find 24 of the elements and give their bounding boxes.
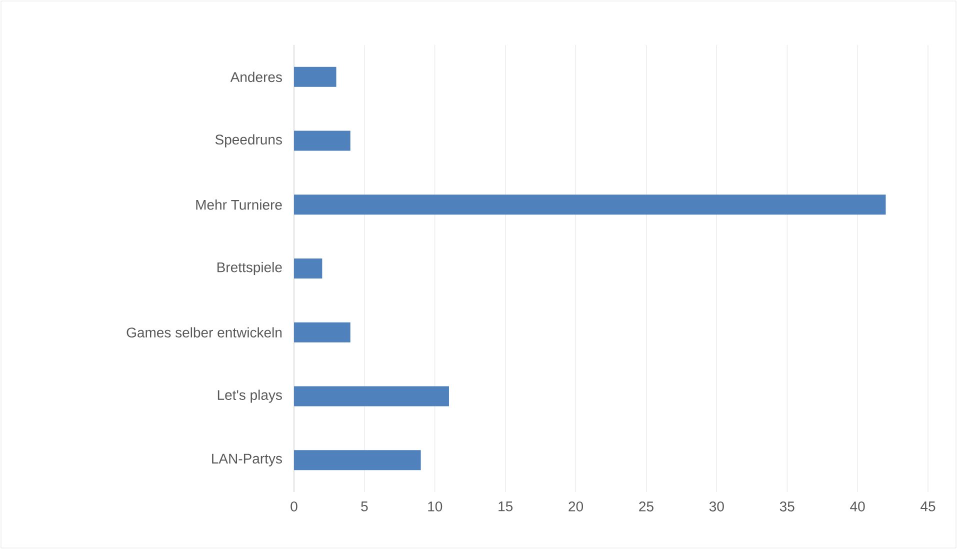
x-tick-label: 30 <box>709 502 724 512</box>
y-tick-label: LAN-Partys <box>212 454 282 466</box>
x-tick-label: 5 <box>361 502 368 512</box>
y-tick-label: Brettspiele <box>217 262 282 276</box>
bar <box>294 386 449 406</box>
bar <box>294 66 336 87</box>
bar <box>294 130 350 151</box>
x-tick-label: 10 <box>428 502 442 512</box>
x-tick-label: 45 <box>920 502 936 512</box>
x-tick-label: 40 <box>850 502 865 512</box>
y-tick-label: Mehr Turniere <box>196 200 282 210</box>
bar <box>294 450 421 470</box>
x-tick-label: 0 <box>290 502 298 512</box>
bar <box>294 258 322 279</box>
bar <box>294 194 886 215</box>
x-tick-label: 20 <box>568 502 584 512</box>
y-tick-label: Games selber entwickeln <box>126 327 282 338</box>
x-tick-label: 25 <box>639 502 654 512</box>
y-tick-label: Let's plays <box>218 390 282 403</box>
y-tick-label: Speedruns <box>215 134 282 148</box>
x-tick-label: 15 <box>498 502 513 512</box>
x-tick-label: 35 <box>780 502 794 512</box>
bar <box>294 322 350 342</box>
y-tick-label: Anderes <box>230 72 282 82</box>
